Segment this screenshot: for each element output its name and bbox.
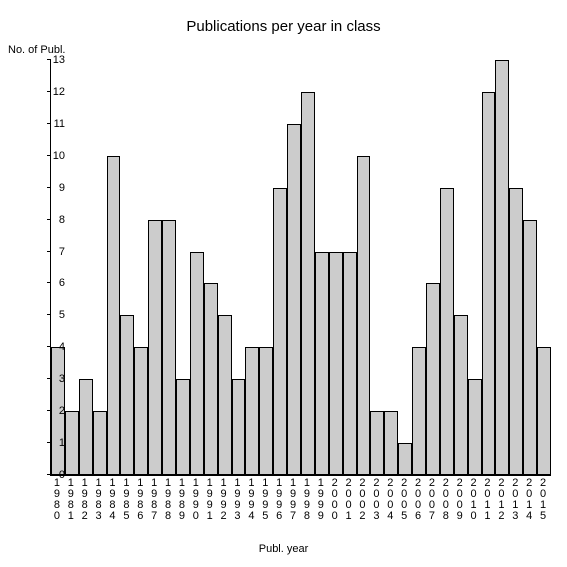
x-tick-label: 2001 xyxy=(342,478,356,522)
x-tick-label: 2007 xyxy=(425,478,439,522)
x-tick-label: 1999 xyxy=(314,478,328,522)
bar xyxy=(134,347,148,475)
bar xyxy=(301,92,315,475)
bar xyxy=(495,60,509,475)
x-tick-label: 2011 xyxy=(481,478,495,522)
chart-container: Publications per year in class No. of Pu… xyxy=(0,0,567,567)
bar xyxy=(426,283,440,475)
bar xyxy=(273,188,287,475)
bar xyxy=(176,379,190,475)
x-tick-label: 2014 xyxy=(522,478,536,522)
x-tick-label: 2010 xyxy=(467,478,481,522)
bar xyxy=(454,315,468,475)
x-tick-label: 1981 xyxy=(64,478,78,522)
x-tick-label: 2005 xyxy=(397,478,411,522)
x-tick-label: 2008 xyxy=(439,478,453,522)
x-tick-label: 2003 xyxy=(369,478,383,522)
x-tick-label: 1989 xyxy=(175,478,189,522)
bar xyxy=(537,347,551,475)
y-tick-label: 8 xyxy=(25,214,65,226)
x-tick-label: 1984 xyxy=(106,478,120,522)
x-tick-label: 2004 xyxy=(383,478,397,522)
bar xyxy=(204,283,218,475)
bar xyxy=(384,411,398,475)
bar xyxy=(65,411,79,475)
x-tick-label: 1988 xyxy=(161,478,175,522)
y-tick-label: 6 xyxy=(25,277,65,289)
x-tick-label: 2013 xyxy=(508,478,522,522)
x-tick-label: 2000 xyxy=(328,478,342,522)
bar xyxy=(315,252,329,475)
y-tick-label: 7 xyxy=(25,246,65,258)
bar xyxy=(398,443,412,475)
y-tick-label: 5 xyxy=(25,309,65,321)
x-tick-label: 1991 xyxy=(203,478,217,522)
bar xyxy=(162,220,176,475)
x-tick-label: 1995 xyxy=(258,478,272,522)
chart-title: Publications per year in class xyxy=(0,18,567,35)
bar xyxy=(190,252,204,475)
x-tick-label: 2002 xyxy=(356,478,370,522)
x-tick-label: 1980 xyxy=(50,478,64,522)
bar xyxy=(523,220,537,475)
y-tick-label: 11 xyxy=(25,118,65,130)
x-tick-label: 1983 xyxy=(92,478,106,522)
x-tick-label: 2009 xyxy=(453,478,467,522)
y-tick-label: 3 xyxy=(25,373,65,385)
x-tick-label: 1997 xyxy=(286,478,300,522)
bar xyxy=(287,124,301,475)
x-tick-label: 1990 xyxy=(189,478,203,522)
x-tick-label: 1982 xyxy=(78,478,92,522)
bar xyxy=(259,347,273,475)
x-tick-label: 2006 xyxy=(411,478,425,522)
bar xyxy=(482,92,496,475)
x-tick-label: 2012 xyxy=(494,478,508,522)
bar xyxy=(218,315,232,475)
x-axis-label: Publ. year xyxy=(0,543,567,555)
bar xyxy=(245,347,259,475)
bar xyxy=(120,315,134,475)
y-tick-label: 12 xyxy=(25,86,65,98)
bar xyxy=(440,188,454,475)
x-tick-label: 1985 xyxy=(119,478,133,522)
y-tick-label: 1 xyxy=(25,437,65,449)
bar xyxy=(509,188,523,475)
x-tick-label: 1987 xyxy=(147,478,161,522)
plot-area xyxy=(50,60,551,476)
x-tick-label: 1993 xyxy=(231,478,245,522)
x-tick-label: 2015 xyxy=(536,478,550,522)
bar xyxy=(412,347,426,475)
bar xyxy=(232,379,246,475)
bar xyxy=(107,156,121,475)
bar xyxy=(329,252,343,475)
y-tick-label: 13 xyxy=(25,54,65,66)
x-tick-label: 1996 xyxy=(272,478,286,522)
bar xyxy=(343,252,357,475)
x-tick-label: 1992 xyxy=(217,478,231,522)
y-tick-label: 10 xyxy=(25,150,65,162)
bar xyxy=(93,411,107,475)
bar xyxy=(370,411,384,475)
y-tick-label: 9 xyxy=(25,182,65,194)
x-tick-label: 1998 xyxy=(300,478,314,522)
y-tick-label: 4 xyxy=(25,341,65,353)
bar xyxy=(357,156,371,475)
x-tick-label: 1986 xyxy=(133,478,147,522)
bar xyxy=(468,379,482,475)
bar xyxy=(148,220,162,475)
y-tick-label: 2 xyxy=(25,405,65,417)
bar xyxy=(79,379,93,475)
x-tick-label: 1994 xyxy=(244,478,258,522)
